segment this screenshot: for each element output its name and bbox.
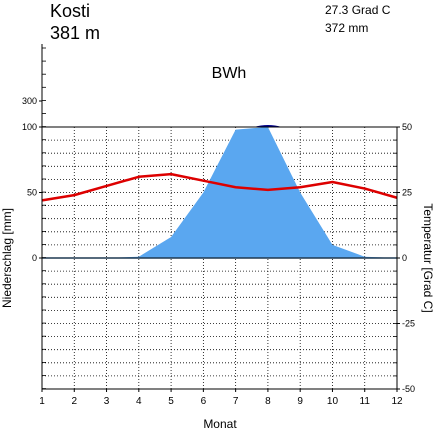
x-tick-label: 11: [360, 396, 371, 407]
precipitation-series: [42, 125, 397, 259]
x-tick-label: 8: [265, 396, 271, 407]
climate-class: BWh: [212, 65, 247, 82]
left-tick-label: 100: [22, 122, 37, 132]
left-tick-label: 50: [27, 188, 37, 198]
right-tick-label: 25: [402, 188, 412, 198]
temperature-line: [41, 172, 398, 202]
annual-precipitation: 372 mm: [325, 21, 368, 35]
x-tick-label: 1: [39, 396, 45, 407]
left-tick-label: 300: [22, 96, 37, 106]
x-tick-label: 9: [297, 396, 303, 407]
right-tick-label: 0: [402, 253, 407, 263]
x-tick-label: 7: [233, 396, 239, 407]
right-axis-label: Temperatur [Grad C]: [421, 203, 435, 312]
x-tick-label: 3: [104, 396, 110, 407]
temperature-series: [41, 172, 398, 202]
x-tick-label: 12: [391, 396, 403, 407]
x-axis-label: Monat: [203, 417, 237, 430]
precipitation-area: [42, 127, 397, 258]
left-axis-label: Niederschlag [mm]: [0, 208, 14, 308]
x-tick-label: 4: [136, 396, 142, 407]
station-elevation: 381 m: [50, 23, 100, 43]
x-tick-label: 2: [71, 396, 77, 407]
mean-temperature: 27.3 Grad C: [325, 3, 391, 17]
left-tick-label: 0: [32, 253, 37, 263]
x-tick-label: 10: [327, 396, 339, 407]
right-tick-label: 50: [402, 122, 412, 132]
right-tick-label: -50: [402, 384, 415, 394]
right-tick-label: -25: [402, 319, 415, 329]
x-tick-label: 6: [201, 396, 207, 407]
station-name: Kosti: [50, 1, 90, 21]
x-tick-label: 5: [168, 396, 174, 407]
